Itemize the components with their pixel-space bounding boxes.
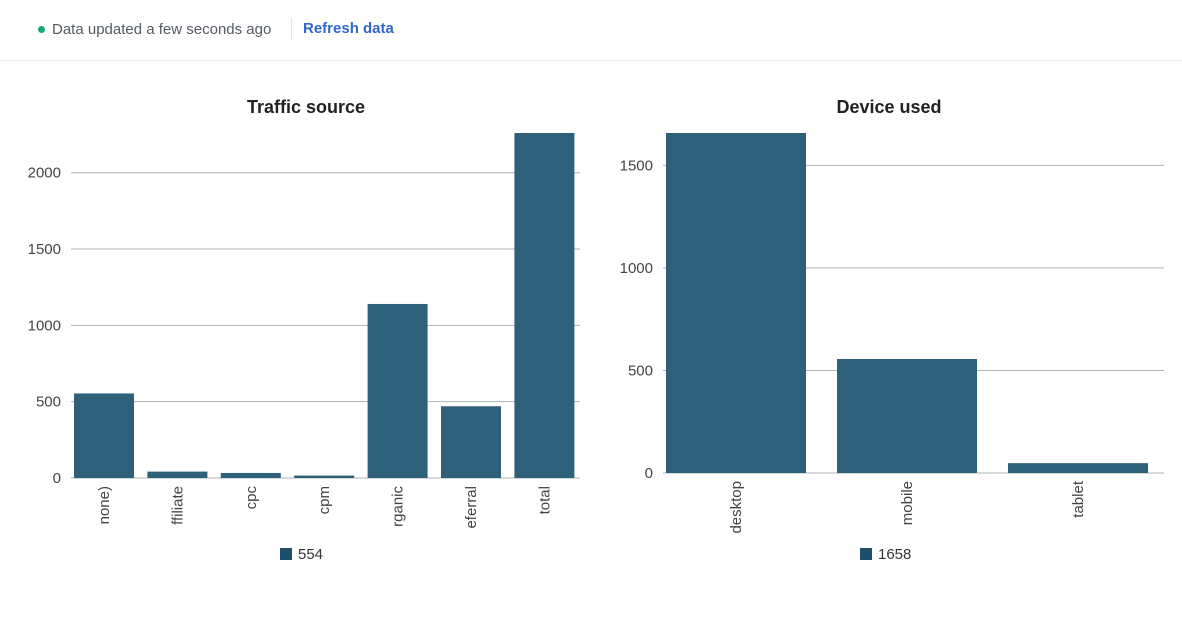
y-tick-label: 1500: [620, 157, 653, 174]
legend-label[interactable]: 554: [298, 546, 323, 563]
update-status: Data updated a few seconds ago: [38, 19, 271, 39]
y-tick-label: 1000: [620, 260, 653, 277]
x-tick-label: ffiliate: [169, 486, 186, 525]
legend-swatch: [280, 548, 292, 560]
y-tick-label: 1000: [28, 317, 61, 334]
bar-cpc[interactable]: [220, 472, 281, 478]
device-used-chart: Device used 0 500 1000 1500 desktop mobile tabl…: [620, 97, 1164, 563]
y-tick-label: 500: [36, 394, 61, 411]
legend-label[interactable]: 1658: [878, 546, 911, 563]
x-tick-label: none): [96, 486, 113, 524]
y-tick-label: 0: [645, 465, 653, 482]
x-tick-label: eferral: [463, 486, 480, 529]
chart-title: Traffic source: [247, 97, 365, 117]
bar-none[interactable]: [74, 393, 134, 478]
bar-ffiliate[interactable]: [147, 471, 208, 478]
bar-tablet[interactable]: [1008, 463, 1148, 473]
x-tick-label: cpm: [316, 486, 333, 514]
y-tick-label: 0: [53, 470, 61, 487]
bar-cpm[interactable]: [294, 475, 355, 478]
bar-total[interactable]: [514, 133, 575, 478]
bar-desktop[interactable]: [666, 133, 806, 473]
chart-title: Device used: [836, 97, 941, 117]
x-tick-label: mobile: [899, 481, 916, 525]
bar-rganic[interactable]: [367, 303, 428, 478]
traffic-source-chart: Traffic source 0 500 1000 1500 2000 none) ffili…: [28, 97, 580, 563]
x-tick-label: rganic: [390, 486, 407, 527]
status-text: Data updated a few seconds ago: [52, 20, 272, 38]
divider: [291, 18, 292, 40]
x-tick-label: tablet: [1070, 480, 1087, 518]
legend-swatch: [860, 548, 872, 560]
x-tick-label: desktop: [728, 481, 745, 534]
y-tick-label: 500: [628, 362, 653, 379]
refresh-data-button[interactable]: Refresh data: [303, 20, 394, 37]
y-tick-label: 2000: [28, 165, 61, 182]
x-tick-label: total: [536, 486, 553, 514]
bar-eferral[interactable]: [441, 406, 501, 478]
x-tick-label: cpc: [243, 486, 260, 510]
top-bar: Data updated a few seconds ago Refresh d…: [0, 0, 1182, 61]
status-dot-icon: [38, 25, 45, 33]
bar-mobile[interactable]: [837, 358, 977, 473]
y-tick-label: 1500: [28, 241, 61, 258]
